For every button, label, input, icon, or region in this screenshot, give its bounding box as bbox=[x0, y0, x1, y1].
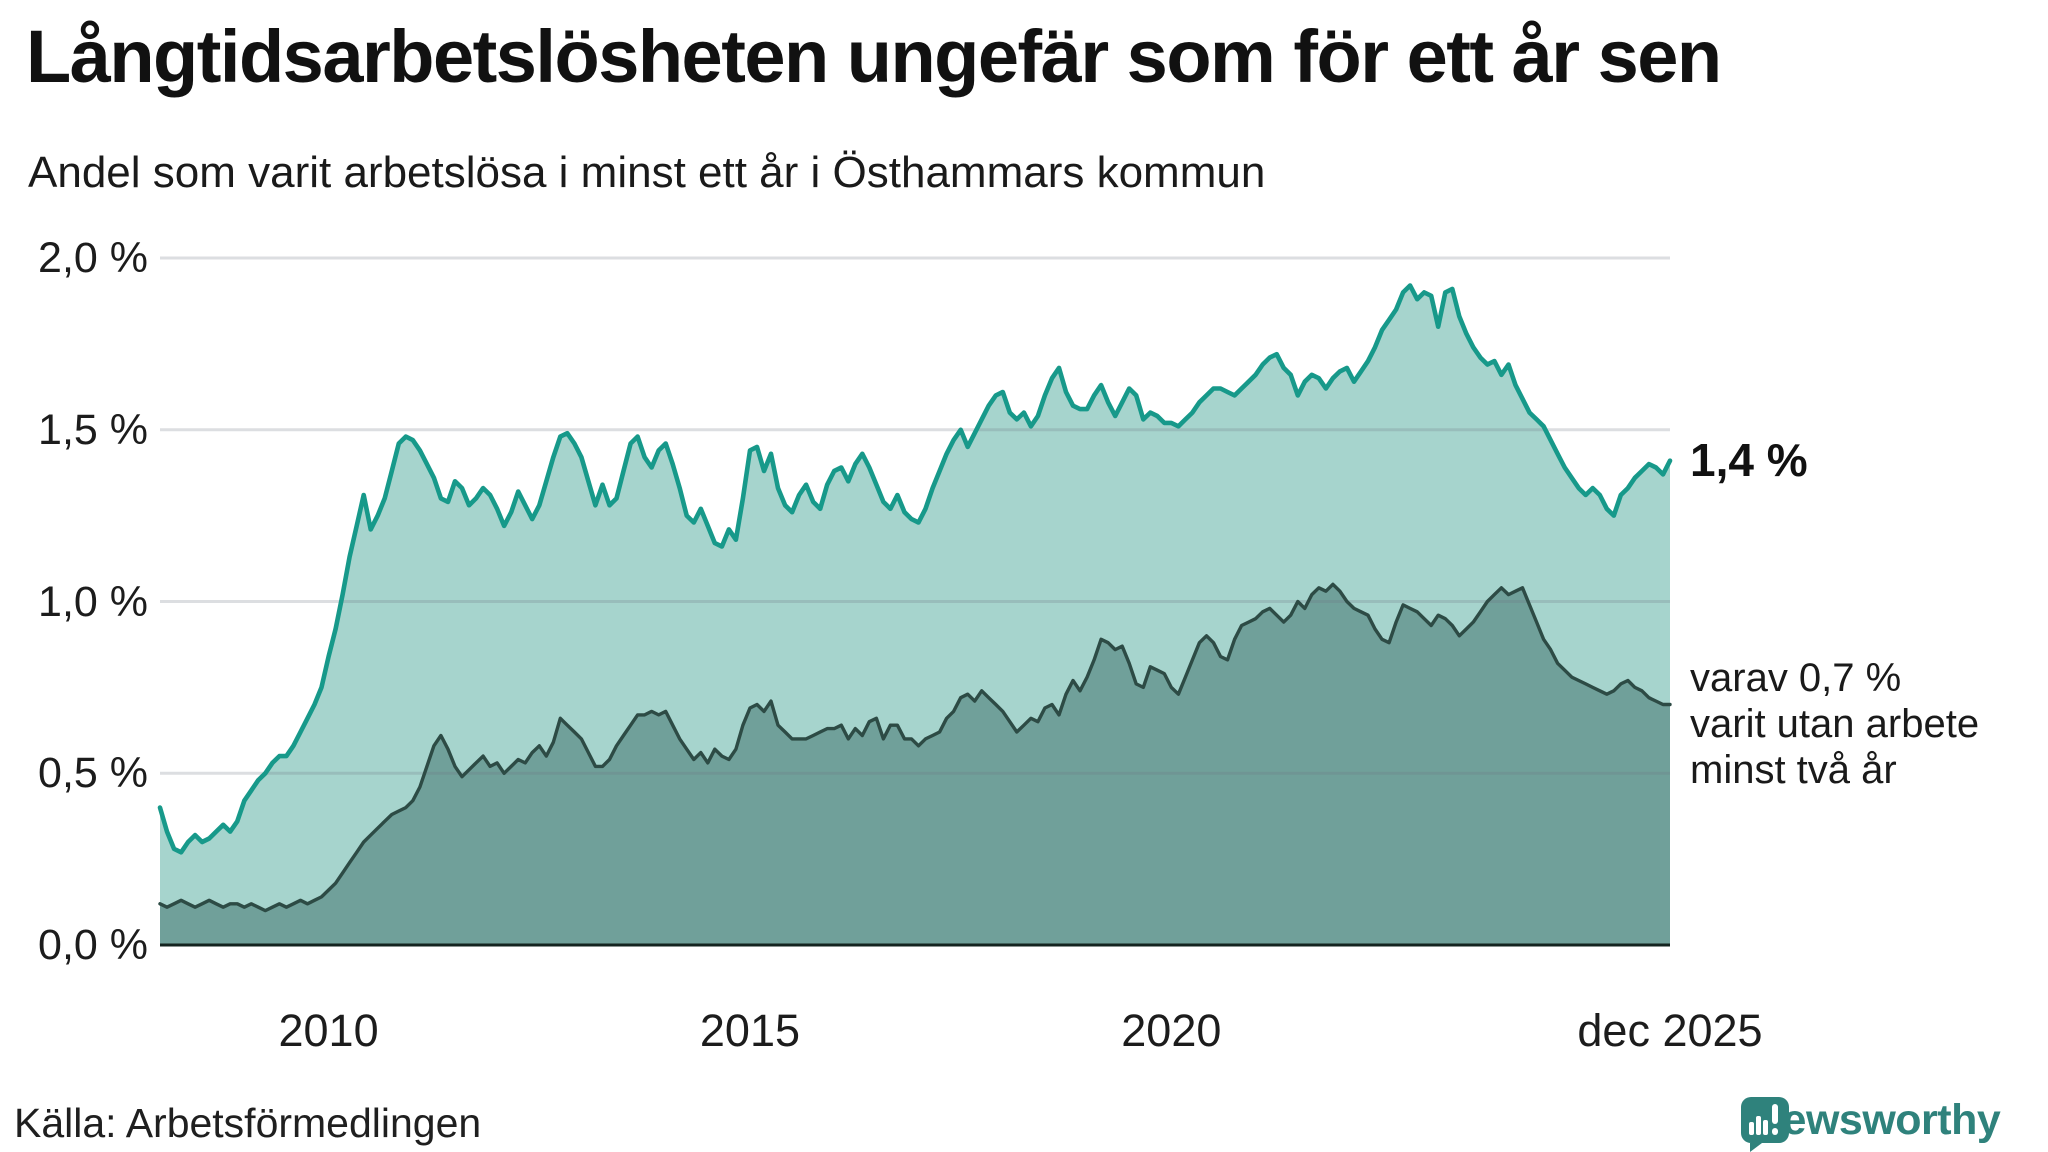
y-tick-label: 1,0 % bbox=[38, 577, 148, 626]
y-tick-label: 0,0 % bbox=[38, 921, 148, 969]
latest-value-annotation: 1,4 % bbox=[1690, 434, 1808, 486]
page-title: Långtidsarbetslösheten ungefär som för e… bbox=[26, 15, 1722, 98]
source-note: Källa: Arbetsförmedlingen bbox=[14, 1100, 482, 1146]
y-tick-label: 2,0 % bbox=[38, 234, 148, 282]
y-tick-label: 0,5 % bbox=[38, 749, 148, 798]
line-unemployed-1yr bbox=[157, 283, 1673, 855]
y-tick-label: 1,5 % bbox=[38, 405, 148, 454]
gridlines bbox=[160, 256, 1670, 775]
newsworthy-logo: Newsworthy bbox=[1740, 1096, 2001, 1152]
newsworthy-bubble-icon bbox=[1741, 1097, 1789, 1152]
newsworthy-wordmark: Newsworthy bbox=[1752, 1096, 2001, 1144]
annotation-line: varit utan arbete bbox=[1690, 702, 1980, 746]
secondary-series-annotation: varav 0,7 % varit utan arbete minst två år bbox=[1690, 655, 1979, 793]
x-tick-label: 2015 bbox=[699, 1005, 800, 1056]
x-tick-label: dec 2025 bbox=[1577, 1005, 1763, 1056]
annotation-line: varav 0,7 % bbox=[1690, 656, 1902, 700]
x-tick-label: 2010 bbox=[278, 1005, 379, 1056]
chart-subtitle: Andel som varit arbetslösa i minst ett å… bbox=[28, 148, 1266, 197]
x-tick-label: 2020 bbox=[1121, 1005, 1222, 1056]
line-unemployed-2yr bbox=[158, 582, 1672, 913]
annotation-line: minst två år bbox=[1690, 748, 1897, 792]
bar-chart-glyph bbox=[1749, 1104, 1778, 1135]
area-unemployed-2yr bbox=[160, 584, 1670, 945]
